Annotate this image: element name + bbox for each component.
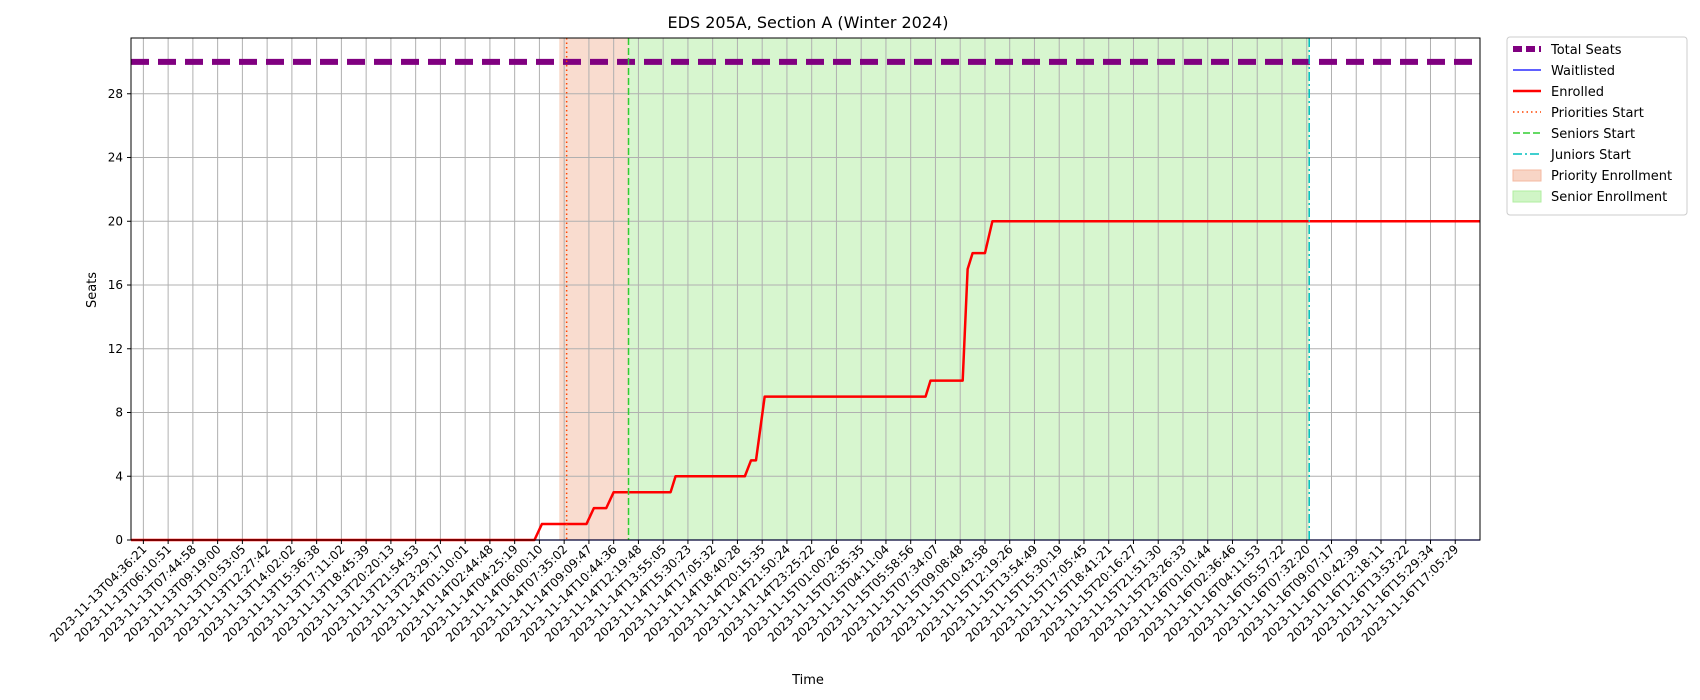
legend-label-enrolled: Enrolled — [1551, 85, 1604, 100]
legend: Total Seats Waitlisted Enrolled Priorities … — [1506, 36, 1688, 216]
legend-swatch-priority-enrollment — [1512, 169, 1542, 182]
shaded-region-senior — [628, 38, 1310, 540]
y-tick-label: 16 — [108, 278, 123, 292]
y-axis-title: Seats — [85, 272, 100, 308]
legend-label-priority-enrollment: Priority Enrollment — [1551, 169, 1672, 184]
legend-label-waitlisted: Waitlisted — [1551, 64, 1615, 79]
legend-label-senior-enrollment: Senior Enrollment — [1551, 190, 1667, 205]
plot-area: 04812162024282023-11-13T04:36:212023-11-… — [47, 37, 1481, 645]
plot-frame — [130, 37, 1481, 541]
legend-label-priorities-start: Priorities Start — [1551, 106, 1644, 121]
y-tick-label: 20 — [108, 214, 123, 228]
shaded-region-priority — [559, 38, 629, 540]
legend-label-juniors-start: Juniors Start — [1550, 148, 1631, 163]
y-tick-label: 0 — [115, 533, 123, 547]
legend-label-total-seats: Total Seats — [1550, 43, 1622, 58]
y-tick-label: 8 — [115, 406, 123, 420]
y-tick-label: 4 — [115, 469, 123, 483]
x-axis-title: Time — [791, 673, 824, 688]
y-tick-label: 12 — [108, 342, 123, 356]
chart-title: EDS 205A, Section A (Winter 2024) — [668, 13, 949, 32]
legend-swatch-senior-enrollment — [1512, 190, 1542, 203]
y-tick-label: 28 — [108, 87, 123, 101]
legend-label-seniors-start: Seniors Start — [1551, 127, 1635, 142]
y-tick-label: 24 — [108, 151, 123, 165]
legend-box — [1506, 36, 1688, 216]
series-line-enrolled — [131, 220, 1480, 542]
